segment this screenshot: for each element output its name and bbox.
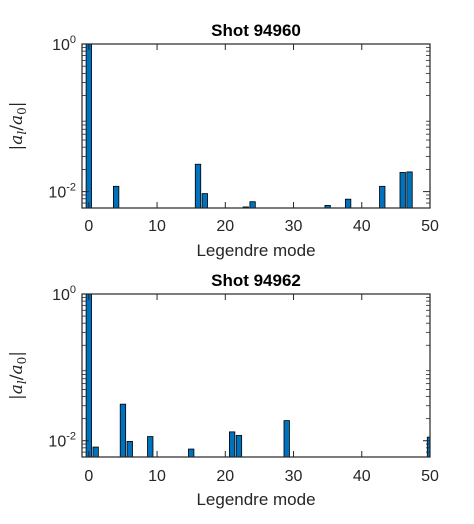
chart-title: Shot 94960 xyxy=(211,21,301,40)
bar xyxy=(399,172,406,208)
x-tick-label: 50 xyxy=(421,468,439,485)
y-minor-ticks xyxy=(82,46,430,204)
x-tick-label: 10 xyxy=(148,468,166,485)
x-tick-label: 30 xyxy=(285,218,303,235)
bar xyxy=(85,294,92,457)
bar xyxy=(194,163,202,208)
bar xyxy=(92,446,99,457)
x-axis-label: Legendre mode xyxy=(196,241,315,260)
bar xyxy=(344,198,352,208)
bar xyxy=(201,193,208,208)
bar xyxy=(228,431,236,457)
x-axis-label: Legendre mode xyxy=(196,490,315,509)
y-tick-label: 100 xyxy=(52,34,76,54)
bar xyxy=(283,420,290,457)
axes-box xyxy=(81,293,431,458)
y-tick-label: 10-2 xyxy=(48,431,76,451)
y-tick-label: 100 xyxy=(52,284,76,304)
bar xyxy=(188,448,195,457)
x-tick-label: 50 xyxy=(421,218,439,235)
y-axis-label: |al/a0| xyxy=(7,102,29,151)
bar xyxy=(235,435,243,457)
chart-title: Shot 94962 xyxy=(211,271,301,290)
bar xyxy=(406,171,413,208)
bar xyxy=(119,403,127,457)
x-tick-label: 0 xyxy=(84,218,93,235)
x-tick-label: 20 xyxy=(216,468,234,485)
x-tick-label: 40 xyxy=(353,218,371,235)
plot-area xyxy=(82,44,430,208)
y-minor-ticks xyxy=(82,296,430,453)
bar xyxy=(85,44,92,208)
chart-0: 100 10-2 0 10 20 30 40 50 Shot 94960 Legendre mod… xyxy=(7,21,439,260)
x-tick-label: 30 xyxy=(285,468,303,485)
plot-area xyxy=(82,294,430,457)
bar xyxy=(126,440,133,457)
bar xyxy=(112,185,120,208)
x-tick-label: 20 xyxy=(216,218,234,235)
bar xyxy=(379,185,386,208)
bar xyxy=(249,201,256,208)
x-tick-label: 10 xyxy=(148,218,166,235)
chart-1: 100 10-2 0 10 20 30 40 50 Shot 94962 Legendre mod… xyxy=(7,271,439,509)
bar xyxy=(147,436,154,457)
y-tick-label: 10-2 xyxy=(48,182,76,202)
bars xyxy=(85,294,430,457)
axes-box xyxy=(81,43,431,209)
x-tick-label: 40 xyxy=(353,468,371,485)
x-tick-label: 0 xyxy=(84,468,93,485)
y-axis-label: |al/a0| xyxy=(7,351,29,400)
